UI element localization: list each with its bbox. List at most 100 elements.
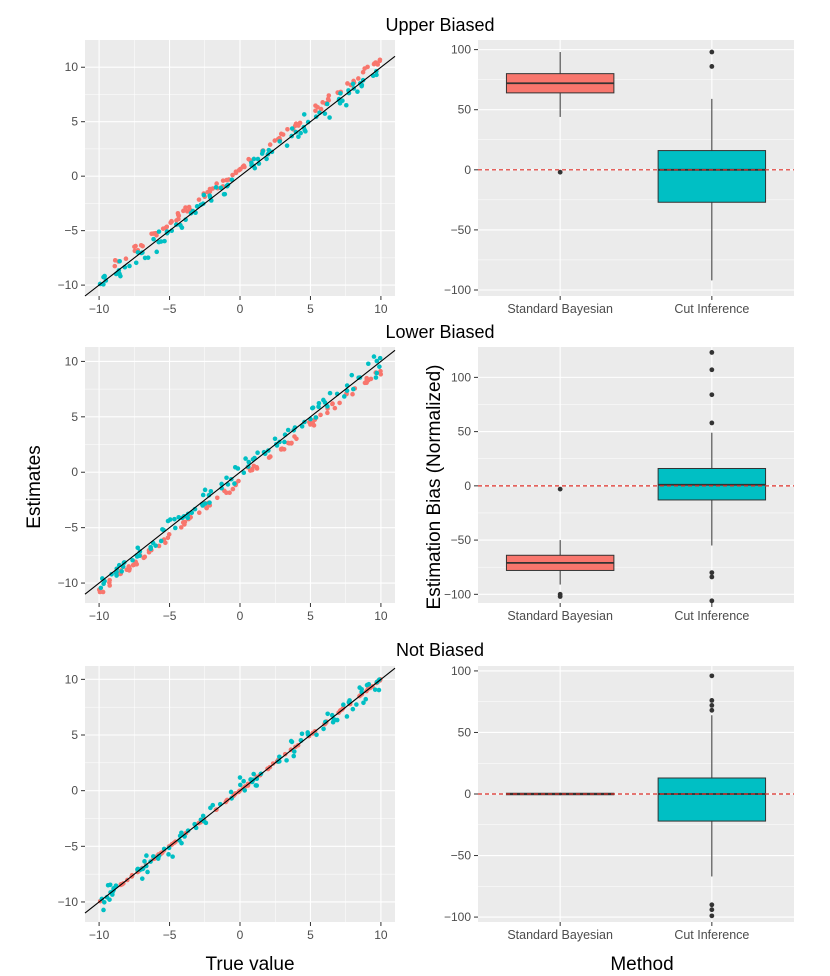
data-point (377, 355, 383, 361)
category-label: Standard Bayesian (507, 928, 613, 942)
data-point (214, 181, 219, 186)
y-tick-label: −5 (64, 521, 78, 535)
outlier-point (709, 702, 715, 708)
y-tick-label: −5 (64, 839, 78, 853)
data-point (376, 687, 382, 693)
box-cut (657, 49, 767, 281)
data-point (114, 573, 119, 578)
data-point (373, 375, 379, 380)
data-point (207, 500, 212, 505)
data-point (241, 778, 246, 784)
outlier-point (709, 707, 715, 713)
data-point (266, 455, 272, 460)
data-point (162, 238, 167, 244)
y-axis-label-estimation-bias: Estimation Bias (Normalized) (424, 365, 445, 610)
data-point (251, 156, 257, 162)
data-point (285, 440, 291, 446)
data-point (172, 525, 178, 531)
data-point (346, 90, 352, 96)
data-point (303, 129, 308, 134)
y-tick-label: 0 (71, 169, 78, 183)
data-point (285, 427, 291, 433)
data-point (279, 446, 285, 452)
data-point (142, 859, 147, 864)
box-iqr (657, 150, 767, 203)
row-title-upper-biased: Upper Biased (385, 15, 494, 35)
data-point (112, 263, 118, 269)
y-tick-label: −50 (451, 533, 472, 547)
data-point (277, 754, 282, 760)
data-point (140, 866, 145, 872)
outlier-point (557, 594, 563, 599)
data-point (105, 882, 111, 888)
data-point (289, 126, 295, 131)
data-point (237, 775, 243, 780)
data-point (361, 700, 366, 706)
data-point (325, 404, 330, 409)
data-point (130, 557, 135, 563)
data-point (298, 130, 303, 136)
data-point (299, 731, 305, 737)
boxplot-panel-upper-biased: −100 −50 0 50 100 Standard Bayesian Cut Infere… (444, 40, 794, 316)
data-point (201, 192, 207, 198)
data-point (305, 730, 311, 735)
row-title-not-biased: Not Biased (396, 640, 484, 660)
data-point (243, 456, 248, 461)
data-point (208, 805, 213, 811)
data-point (284, 758, 289, 763)
data-point (130, 562, 136, 568)
data-point (176, 514, 181, 520)
y-tick-label: 100 (451, 43, 471, 57)
data-point (362, 380, 368, 386)
y-tick-label: −10 (58, 895, 79, 909)
data-point (310, 405, 316, 410)
y-tick-label: 10 (65, 672, 79, 686)
x-tick-label: 5 (307, 609, 314, 623)
data-point (145, 869, 150, 875)
data-point (296, 134, 301, 139)
y-tick-label: 100 (451, 370, 471, 384)
data-point (340, 705, 346, 711)
y-tick-label: −10 (58, 278, 79, 292)
data-point (98, 585, 104, 591)
y-tick-label: 0 (464, 163, 471, 177)
data-point (374, 370, 380, 376)
data-point (185, 515, 191, 521)
data-point (142, 554, 148, 560)
data-point (207, 188, 213, 194)
boxplot-panel-not-biased: −100 −50 0 50 100 Standard Bayesian Cut Infere… (444, 664, 794, 942)
data-point (153, 543, 158, 548)
data-point (144, 853, 149, 858)
data-point (363, 696, 369, 702)
outlier-point (709, 49, 715, 55)
data-point (331, 718, 337, 723)
data-point (181, 208, 186, 214)
data-point (179, 830, 184, 836)
data-point (272, 436, 278, 442)
data-point (371, 354, 377, 359)
data-point (377, 364, 382, 369)
data-point (291, 753, 297, 759)
data-point (344, 714, 350, 719)
data-point (180, 520, 186, 525)
data-point (327, 390, 333, 396)
data-point (356, 76, 361, 81)
data-point (196, 197, 202, 202)
y-tick-label: 5 (71, 728, 78, 742)
data-point (166, 845, 172, 851)
y-tick-label: 0 (464, 479, 471, 493)
data-point (184, 208, 190, 214)
scatter-panel-upper-biased: −10 −5 0 5 10 −10 −5 0 5 10 (58, 40, 396, 316)
x-tick-label: −10 (89, 302, 110, 316)
outlier-point (709, 367, 715, 373)
data-point (112, 258, 118, 263)
scatter-panel-not-biased: −10 −5 0 5 10 −10 −5 0 5 10 (58, 666, 396, 942)
data-point (127, 263, 132, 269)
data-point (200, 492, 206, 498)
data-point (321, 726, 326, 732)
data-point (228, 789, 234, 795)
outlier-point (709, 698, 715, 703)
box-iqr (657, 777, 767, 822)
data-point (362, 66, 367, 71)
